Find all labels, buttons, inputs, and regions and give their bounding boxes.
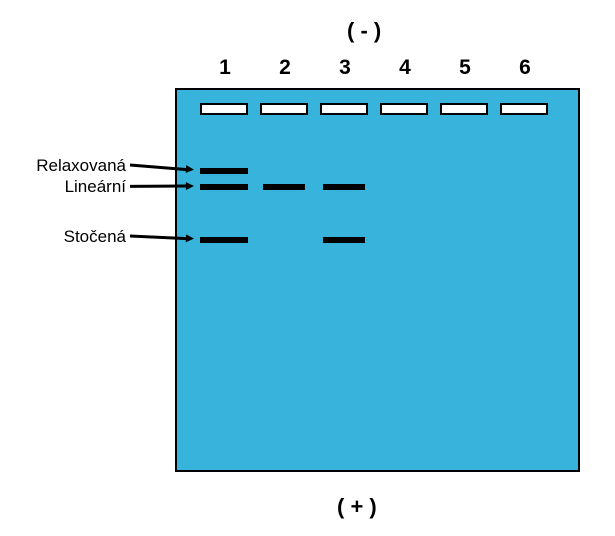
lane-numbers-row: 1 2 3 4 5 6 bbox=[210, 56, 570, 80]
band-lane1-relaxed bbox=[200, 168, 248, 174]
band-lane3-linear bbox=[323, 184, 365, 190]
lane-number-4: 4 bbox=[390, 56, 420, 80]
well-3 bbox=[320, 103, 368, 115]
electrode-negative-label: ( - ) bbox=[347, 18, 381, 44]
side-label-1: Lineární bbox=[65, 177, 126, 197]
well-2 bbox=[260, 103, 308, 115]
lane-number-1: 1 bbox=[210, 56, 240, 80]
band-lane3-supercoiled bbox=[323, 237, 365, 243]
band-lane1-supercoiled bbox=[200, 237, 248, 243]
arrow-icon-1 bbox=[128, 178, 204, 194]
arrow-icon-0 bbox=[128, 157, 204, 178]
gel-electrophoresis-diagram: ( - ) ( + ) 1 2 3 4 5 6 RelaxovanáLineární Sto… bbox=[0, 0, 615, 536]
lane-number-6: 6 bbox=[510, 56, 540, 80]
lane-number-5: 5 bbox=[450, 56, 480, 80]
band-lane2-linear bbox=[263, 184, 305, 190]
lane-number-2: 2 bbox=[270, 56, 300, 80]
well-6 bbox=[500, 103, 548, 115]
side-label-0: Relaxovaná bbox=[36, 156, 126, 176]
well-5 bbox=[440, 103, 488, 115]
band-lane1-linear bbox=[200, 184, 248, 190]
well-4 bbox=[380, 103, 428, 115]
well-1 bbox=[200, 103, 248, 115]
side-label-2: Stočená bbox=[64, 227, 126, 247]
electrode-positive-label: ( + ) bbox=[337, 494, 377, 520]
gel-area bbox=[175, 88, 580, 472]
lane-number-3: 3 bbox=[330, 56, 360, 80]
arrow-icon-2 bbox=[128, 228, 204, 247]
